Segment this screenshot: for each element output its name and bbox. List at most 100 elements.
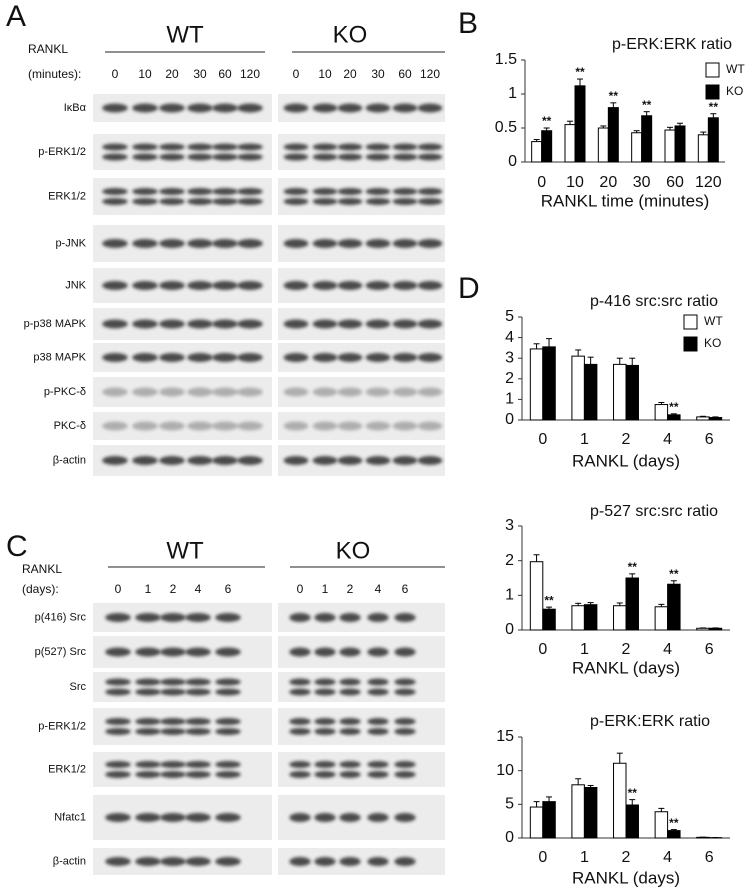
blot-band [212, 387, 238, 397]
x-tick-label: 6 [705, 849, 714, 866]
lane-label: 4 [375, 582, 382, 596]
blot-band [212, 421, 238, 431]
blot-band [283, 281, 309, 290]
y-tick-label: 0 [508, 153, 517, 170]
blot-band [339, 688, 361, 696]
x-tick-label: 6 [705, 641, 714, 658]
blot-band [394, 613, 416, 622]
blot-band [392, 143, 418, 151]
x-tick-label: 60 [666, 174, 684, 191]
blot-band [187, 143, 213, 151]
x-tick-label: 1 [580, 431, 589, 448]
significance: ** [669, 816, 679, 830]
bar [571, 784, 585, 839]
y-tick-label: 2 [505, 552, 514, 569]
blot-band [187, 188, 213, 195]
blot-band [283, 143, 309, 151]
blot-band [159, 421, 185, 431]
blot-band [105, 678, 131, 686]
blot-band [135, 678, 161, 686]
blot-band [215, 678, 241, 686]
blot-band [312, 281, 338, 290]
blot-band [215, 813, 241, 822]
blot-band [365, 387, 391, 397]
row-label: p-PKC-δ [44, 386, 86, 398]
legend-label: KO [704, 336, 721, 350]
x-tick-label: 4 [663, 641, 672, 658]
blot-band [105, 647, 131, 657]
x-tick-label: 0 [538, 849, 547, 866]
lane-label: 2 [347, 582, 354, 596]
blot-band [337, 143, 363, 151]
blot-band [314, 678, 336, 686]
x-tick-label: 2 [622, 431, 631, 448]
blot-band [367, 728, 389, 735]
lane-label: 2 [170, 582, 177, 596]
blot-band [365, 281, 391, 290]
row-header: RANKL [28, 42, 68, 56]
lane-header: (minutes): [28, 67, 81, 81]
blot-band [339, 613, 361, 622]
significance: ** [544, 593, 554, 607]
blot-band [283, 353, 309, 362]
blot-band [102, 319, 128, 329]
blot-band [394, 761, 416, 768]
blot-band [312, 421, 338, 431]
blot-band [187, 281, 213, 290]
row-label: ERK1/2 [48, 190, 86, 202]
legend-swatch [705, 84, 720, 100]
significance: ** [628, 560, 638, 574]
legend-swatch [683, 336, 698, 352]
blot-band [312, 143, 338, 151]
significance: ** [609, 89, 619, 103]
blot-band [337, 198, 363, 205]
blot-band [132, 103, 158, 113]
blot-band [132, 198, 158, 205]
x-tick-label: 1 [580, 849, 589, 866]
blot-band [394, 647, 416, 657]
blot-band [367, 688, 389, 696]
blot-band [159, 319, 185, 329]
blot-band [337, 188, 363, 195]
lane-label: 4 [195, 582, 202, 596]
bar [631, 132, 643, 163]
blot-band [367, 813, 389, 822]
blot-band [102, 143, 128, 151]
row-label: Nfatc1 [54, 811, 86, 823]
blot-band [212, 319, 238, 329]
blot-band [212, 143, 238, 151]
blot-band [237, 319, 263, 329]
bar [654, 606, 669, 631]
blot-band [312, 198, 338, 205]
blot-band [212, 188, 238, 195]
blot-band [314, 728, 336, 735]
blot-band [105, 728, 131, 735]
bar [708, 627, 723, 631]
blot-band [312, 353, 338, 362]
group-title: KO [333, 21, 368, 48]
blot-band [159, 188, 185, 195]
significance: ** [669, 400, 679, 414]
blot-band [215, 857, 241, 866]
blot-band [394, 718, 416, 725]
blot-strip [278, 752, 445, 787]
bar [542, 346, 556, 421]
bar [542, 801, 556, 839]
blot-band [185, 678, 211, 686]
blot-band [392, 198, 418, 205]
blot-band [159, 281, 185, 290]
blot-band [237, 198, 263, 205]
blot-band [187, 456, 213, 465]
blot-band [339, 857, 361, 866]
panel-letter: A [6, 0, 26, 33]
y-tick-label: 15 [496, 728, 514, 745]
blot-band [105, 761, 131, 768]
blot-band [159, 387, 185, 397]
blot-band [392, 281, 418, 290]
group-title: WT [166, 537, 204, 564]
x-tick-label: 2 [622, 849, 631, 866]
blot-band [187, 387, 213, 397]
bar [607, 107, 619, 163]
blot-band [185, 728, 211, 735]
x-tick-label: 6 [705, 431, 714, 448]
